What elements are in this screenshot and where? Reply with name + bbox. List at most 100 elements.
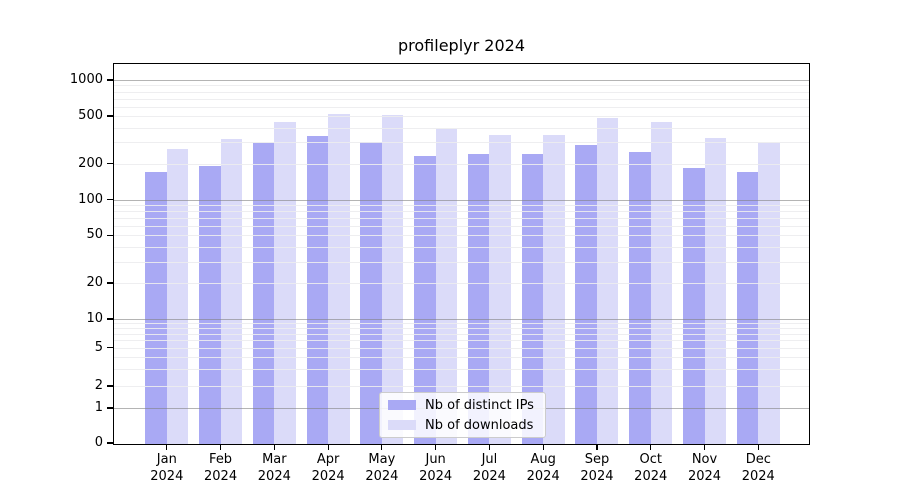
bar-ips-feb: [199, 166, 221, 445]
x-tick-label: Mar 2024: [257, 452, 291, 484]
gridline-minor: [114, 356, 809, 358]
gridline-major: [114, 199, 809, 201]
x-tick-label: Dec 2024: [741, 452, 775, 484]
bar-downloads-feb: [220, 138, 243, 445]
y-tick: [107, 385, 113, 387]
gridline-minor: [114, 115, 809, 117]
y-tick: [107, 442, 113, 444]
legend-swatch-distinct-ips: [388, 400, 416, 410]
y-tick: [107, 282, 113, 284]
legend-item-distinct-ips: Nb of distinct IPs: [388, 398, 537, 413]
gridline-minor: [114, 85, 809, 87]
y-tick: [107, 234, 113, 237]
gridline-minor: [114, 218, 809, 219]
bar-ips-dec: [736, 171, 759, 445]
bar-downloads-jun: [435, 128, 458, 445]
x-tick: [381, 445, 383, 450]
gridline-minor: [114, 333, 809, 335]
bar-ips-apr: [306, 136, 329, 445]
gridline-minor: [114, 386, 809, 387]
gridline-minor: [114, 368, 809, 370]
gridline-minor: [114, 211, 809, 213]
y-tick-label: 200: [78, 155, 103, 171]
gridline-minor: [114, 163, 809, 165]
bar-ips-sep: [575, 144, 597, 445]
gridline-minor: [114, 98, 809, 100]
bar-downloads-jul: [489, 134, 511, 445]
gridline-major: [114, 80, 809, 81]
y-tick-label: 50: [86, 227, 103, 243]
gridline-minor: [114, 106, 809, 108]
gridline-minor: [114, 226, 809, 227]
y-tick: [107, 318, 113, 320]
bar-ips-aug: [521, 154, 544, 445]
y-tick: [107, 198, 113, 201]
y-tick: [107, 346, 113, 349]
bar-downloads-apr: [328, 114, 350, 445]
x-tick-label: Oct 2024: [634, 452, 668, 484]
y-tick-label: 10: [86, 311, 103, 326]
bar-ips-nov: [683, 168, 705, 445]
y-tick-label: 5: [94, 339, 103, 355]
y-tick-label: 20: [86, 275, 103, 291]
gridline-minor: [114, 235, 809, 237]
x-tick: [757, 445, 759, 450]
gridline-minor: [114, 204, 809, 206]
y-tick: [107, 407, 113, 409]
y-tick-label: 1: [94, 400, 103, 415]
bar-downloads-nov: [704, 138, 726, 445]
x-tick-label: Jan 2024: [150, 452, 184, 484]
gridline-minor: [114, 283, 809, 285]
legend: Nb of distinct IPs Nb of downloads: [379, 392, 546, 438]
bar-downloads-jan: [166, 148, 189, 445]
gridline-minor: [114, 142, 809, 144]
x-tick: [219, 445, 222, 450]
x-tick: [488, 445, 490, 450]
y-tick-label: 100: [78, 191, 103, 207]
x-tick: [435, 445, 437, 450]
x-tick-label: May 2024: [365, 452, 399, 484]
gridline-minor: [114, 127, 809, 129]
gridline-minor: [114, 261, 809, 263]
y-tick: [107, 79, 113, 81]
x-tick-label: Feb 2024: [204, 452, 238, 484]
bar-downloads-aug: [543, 134, 565, 445]
x-tick-label: Apr 2024: [311, 452, 345, 484]
gridline-minor: [114, 340, 809, 341]
x-tick: [273, 445, 275, 450]
bar-ips-jun: [414, 156, 436, 445]
legend-swatch-downloads: [388, 420, 416, 430]
x-tick: [327, 445, 329, 450]
y-tick: [107, 115, 113, 117]
gridline-minor: [114, 91, 809, 93]
x-tick: [703, 445, 706, 450]
x-tick-label: Jun 2024: [419, 452, 453, 484]
bar-downloads-sep: [596, 117, 619, 445]
gridline-minor: [114, 323, 809, 325]
y-tick-label: 2: [94, 378, 103, 393]
bar-downloads-dec: [758, 143, 780, 445]
legend-label: Nb of downloads: [425, 417, 534, 433]
y-tick-label: 500: [78, 107, 103, 123]
bar-ips-jan: [145, 171, 167, 445]
y-tick-label: 1000: [69, 72, 103, 87]
x-tick-label: Sep 2024: [580, 452, 614, 484]
x-tick: [650, 445, 652, 450]
gridline-minor: [114, 247, 809, 249]
x-tick-label: Jul 2024: [472, 452, 506, 484]
x-tick-label: Aug 2024: [526, 452, 560, 484]
y-tick: [107, 162, 113, 165]
gridline-minor: [114, 347, 809, 349]
bar-ips-oct: [629, 151, 651, 445]
x-tick-label: Nov 2024: [687, 452, 722, 484]
x-tick: [596, 445, 598, 450]
x-tick: [166, 445, 168, 450]
legend-label: Nb of distinct IPs: [425, 397, 534, 413]
gridline-major: [114, 319, 809, 320]
x-tick: [542, 445, 544, 450]
bar-ips-mar: [252, 142, 275, 445]
legend-item-downloads: Nb of downloads: [388, 418, 537, 433]
y-tick-label: 0: [94, 435, 103, 450]
bar-downloads-may: [381, 114, 404, 445]
